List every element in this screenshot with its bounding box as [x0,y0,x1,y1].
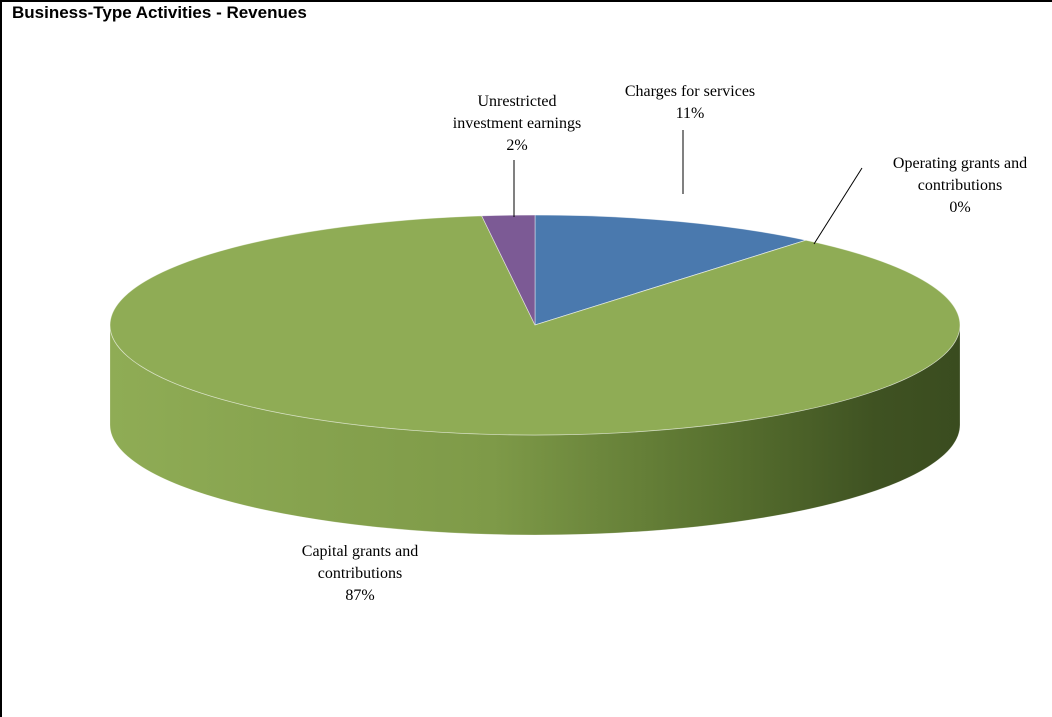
pie-slice-capital-grants-and-contributions [109,215,961,436]
data-label-charges-for-services: Charges for services 11% [625,83,755,122]
data-label-operating-grants-and-contributions: Operating grants and contributions 0% [893,155,1027,216]
chart-title: Business-Type Activities - Revenues [12,3,307,22]
data-label-capital-grants-and-contributions: Capital grants and contributions 87% [302,543,418,604]
pie-slice-charges-for-services [534,214,808,326]
data-label-unrestricted-investment-earnings: Unrestricted investment earnings 2% [453,93,581,154]
leader-line-operating-grants-and-contributions [813,167,863,245]
pie-slice-unrestricted-investment-earnings [481,214,536,326]
